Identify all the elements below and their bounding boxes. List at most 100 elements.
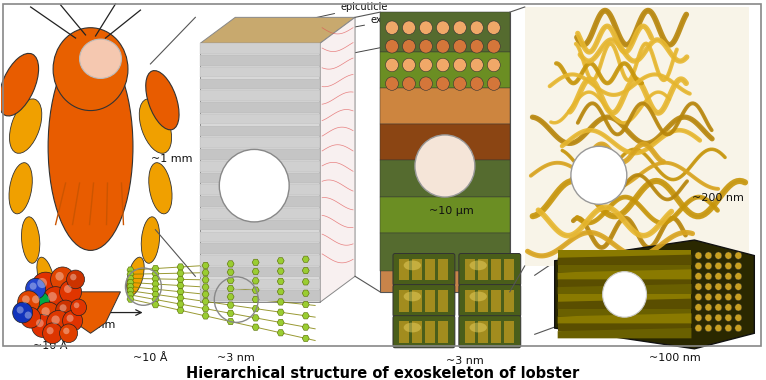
Circle shape — [32, 295, 40, 303]
Polygon shape — [558, 324, 692, 331]
Bar — [465, 321, 475, 343]
Bar — [438, 290, 448, 312]
Polygon shape — [127, 267, 134, 273]
Circle shape — [70, 274, 77, 280]
Polygon shape — [252, 315, 259, 321]
Ellipse shape — [470, 260, 487, 270]
Circle shape — [735, 325, 741, 332]
Circle shape — [36, 319, 44, 327]
Polygon shape — [201, 17, 355, 43]
Polygon shape — [303, 313, 309, 319]
Polygon shape — [152, 302, 159, 308]
Polygon shape — [303, 290, 309, 296]
Bar — [380, 12, 509, 52]
Polygon shape — [558, 280, 692, 287]
Circle shape — [715, 273, 722, 280]
Ellipse shape — [80, 39, 122, 78]
Polygon shape — [201, 102, 320, 113]
Bar — [412, 290, 422, 312]
Circle shape — [715, 304, 722, 311]
Polygon shape — [558, 255, 692, 265]
Polygon shape — [177, 288, 184, 295]
Circle shape — [43, 287, 69, 313]
Polygon shape — [201, 90, 320, 101]
FancyBboxPatch shape — [459, 253, 521, 286]
Ellipse shape — [470, 323, 487, 332]
Polygon shape — [152, 276, 159, 282]
Polygon shape — [558, 284, 692, 294]
Polygon shape — [127, 279, 134, 286]
Polygon shape — [252, 269, 259, 275]
Polygon shape — [201, 196, 320, 207]
Circle shape — [67, 270, 84, 289]
Polygon shape — [202, 291, 209, 298]
Bar — [380, 233, 509, 271]
Circle shape — [487, 40, 500, 53]
Circle shape — [67, 315, 74, 322]
Bar — [399, 259, 409, 280]
Polygon shape — [202, 306, 209, 312]
Polygon shape — [177, 295, 184, 301]
Bar — [478, 290, 488, 312]
Polygon shape — [558, 309, 692, 316]
Circle shape — [70, 299, 87, 316]
Circle shape — [18, 291, 40, 313]
Circle shape — [725, 283, 732, 290]
Polygon shape — [303, 268, 309, 274]
Polygon shape — [558, 328, 692, 338]
Bar — [491, 259, 501, 280]
Ellipse shape — [141, 217, 159, 263]
Circle shape — [37, 302, 61, 327]
Polygon shape — [201, 267, 320, 277]
Circle shape — [725, 273, 732, 280]
Bar — [425, 259, 435, 280]
Text: exocuticle: exocuticle — [299, 14, 420, 38]
Polygon shape — [201, 114, 320, 125]
Polygon shape — [177, 282, 184, 289]
Text: ~200 nm: ~200 nm — [692, 193, 745, 203]
Bar — [438, 321, 448, 343]
Polygon shape — [177, 301, 184, 307]
Polygon shape — [66, 292, 120, 333]
Polygon shape — [277, 319, 284, 326]
Circle shape — [725, 314, 732, 321]
Text: ~1 mm: ~1 mm — [151, 154, 192, 165]
Polygon shape — [277, 309, 284, 315]
Polygon shape — [303, 301, 309, 308]
Polygon shape — [152, 286, 159, 292]
Circle shape — [385, 21, 398, 35]
Circle shape — [705, 283, 712, 290]
Polygon shape — [252, 296, 259, 302]
Polygon shape — [152, 281, 159, 287]
Bar — [491, 321, 501, 343]
Circle shape — [725, 293, 732, 301]
Circle shape — [47, 327, 54, 334]
Circle shape — [470, 58, 483, 72]
Circle shape — [64, 285, 72, 293]
Polygon shape — [228, 302, 234, 308]
Polygon shape — [277, 299, 284, 305]
Polygon shape — [127, 271, 134, 277]
Polygon shape — [177, 264, 184, 270]
Circle shape — [31, 315, 54, 337]
Circle shape — [735, 293, 741, 301]
Polygon shape — [558, 269, 692, 280]
Polygon shape — [201, 138, 320, 148]
Bar — [380, 196, 509, 233]
Text: ~3 nm: ~3 nm — [446, 356, 483, 366]
Polygon shape — [558, 265, 692, 272]
Polygon shape — [252, 278, 259, 284]
Circle shape — [487, 21, 500, 35]
Polygon shape — [277, 329, 284, 336]
Polygon shape — [202, 313, 209, 319]
Circle shape — [715, 262, 722, 269]
Circle shape — [695, 325, 702, 332]
Circle shape — [28, 291, 50, 313]
Polygon shape — [177, 307, 184, 314]
Polygon shape — [202, 298, 209, 305]
Circle shape — [453, 77, 466, 90]
Circle shape — [17, 306, 24, 314]
Polygon shape — [558, 294, 692, 302]
Polygon shape — [201, 79, 320, 89]
Polygon shape — [201, 290, 320, 301]
